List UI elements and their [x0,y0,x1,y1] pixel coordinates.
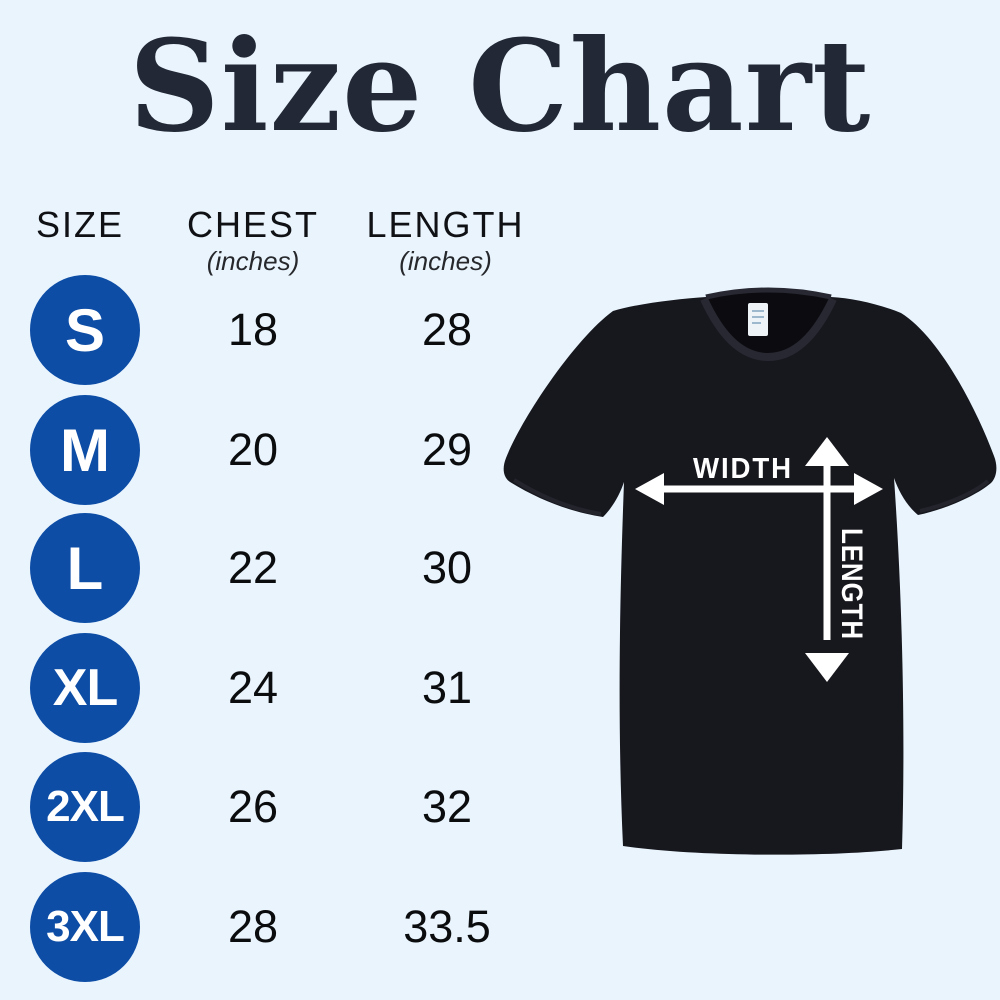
size-badge: L [30,513,140,623]
length-arrow [805,437,849,682]
column-header-chest-unit: (inches) [206,245,300,276]
neck-label-print [752,310,764,324]
length-value: 28 [421,304,473,355]
size-badge: 2XL [30,752,140,862]
neck-label [748,303,768,336]
length-value: 30 [421,542,473,593]
column-header-length-label: LENGTH [366,204,525,245]
size-badge-label: L [66,534,104,602]
size-badge: XL [30,633,140,743]
chest-value: 22 [227,542,279,593]
size-badge-label: XL [52,659,118,717]
column-header-chest: CHEST (inches) [178,206,328,275]
collar-band-back [705,287,832,300]
size-badge: 3XL [30,872,140,982]
column-header-length-unit: (inches) [399,245,492,276]
size-badge-label: 2XL [46,782,125,831]
length-value: 31 [421,662,473,713]
sleeve-hem-lines [512,478,990,516]
size-badge-label: 3XL [46,902,125,951]
size-badge: S [30,275,140,385]
length-value: 32 [421,781,473,832]
column-header-length: LENGTH (inches) [363,206,528,275]
length-value: 33.5 [403,901,491,952]
width-arrow [635,473,883,505]
length-arrow-label: LENGTH [835,528,868,640]
collar-opening [706,290,831,353]
tshirt-body [503,290,997,855]
chest-value: 20 [227,424,279,475]
chest-value: 18 [227,304,279,355]
column-header-chest-label: CHEST [186,204,319,245]
length-value: 29 [421,424,473,475]
chest-value: 26 [227,781,279,832]
column-header-size: SIZE [15,206,145,244]
width-arrow-label: WIDTH [693,453,793,485]
size-badge-label: M [60,416,110,484]
chest-value: 28 [227,901,279,952]
collar-band [700,297,837,362]
size-badge-label: S [64,296,106,364]
page-title: Size Chart [128,12,872,160]
column-header-size-label: SIZE [35,204,124,245]
size-badge: M [30,395,140,505]
chest-value: 24 [227,662,279,713]
